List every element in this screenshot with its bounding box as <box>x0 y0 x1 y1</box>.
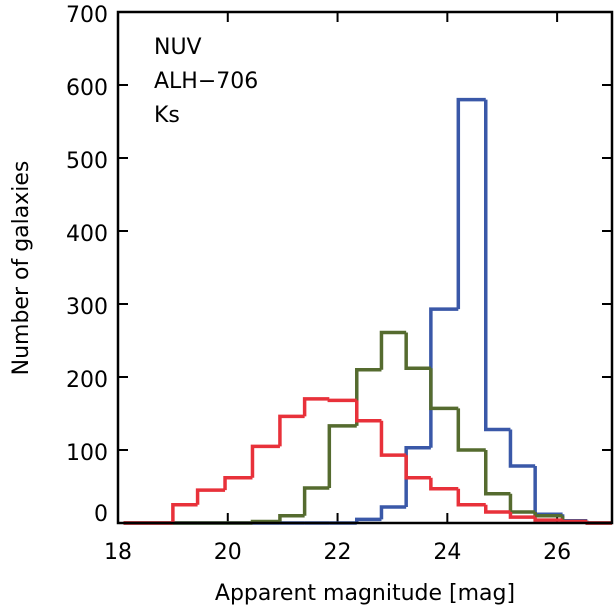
x-tick-label: 20 <box>214 540 242 565</box>
histogram-step <box>404 455 431 480</box>
y-tick-label: 300 <box>66 295 108 320</box>
histogram-step <box>379 330 407 370</box>
histogram-step <box>327 424 357 488</box>
histogram-step <box>533 466 563 516</box>
histogram-step <box>508 429 536 468</box>
histogram-step <box>484 450 511 496</box>
histogram-step <box>508 493 536 514</box>
histogram-step <box>327 398 357 403</box>
y-tick-label: 600 <box>66 76 108 101</box>
histogram-step <box>456 408 486 452</box>
y-tick-label: 700 <box>66 3 108 28</box>
histogram-step <box>302 397 330 417</box>
legend-label: NUV <box>154 35 202 60</box>
histogram-step <box>560 519 588 524</box>
histogram-step <box>302 486 330 516</box>
y-tick-label: 100 <box>66 441 108 466</box>
y-tick-label: 400 <box>66 222 108 247</box>
histogram-step <box>195 488 226 505</box>
y-tick-label: 0 <box>94 502 108 527</box>
histogram-step <box>379 505 407 520</box>
histogram-step <box>429 307 459 448</box>
histogram-step <box>278 513 305 522</box>
histogram-step <box>429 368 459 411</box>
histogram-step <box>484 504 511 514</box>
histogram-step <box>429 477 459 491</box>
histogram-step <box>404 332 431 370</box>
x-axis-title: Apparent magnitude [mag] <box>215 581 515 606</box>
histogram-step <box>533 517 563 522</box>
y-tick-label: 500 <box>66 149 108 174</box>
plot-frame <box>116 10 614 525</box>
legend-label: ALH−706 <box>154 69 258 94</box>
histogram-step <box>379 420 407 457</box>
histogram-step <box>533 512 563 518</box>
x-tick-label: 26 <box>543 540 571 565</box>
histogram-step <box>250 444 280 478</box>
histogram-step <box>404 446 431 507</box>
x-tick-label: 24 <box>433 540 461 565</box>
y-tick-label: 200 <box>66 368 108 393</box>
histogram-step <box>484 99 511 432</box>
histogram-step <box>278 414 305 447</box>
legend-label: Ks <box>154 103 180 128</box>
y-axis-title: Number of galaxies <box>9 161 34 376</box>
histogram-step <box>456 97 486 310</box>
histogram-step <box>355 367 382 426</box>
histogram-step <box>223 475 253 491</box>
histogram-step <box>508 512 536 519</box>
histogram-step <box>456 488 486 507</box>
histogram-step <box>171 503 198 523</box>
histogram-step <box>355 400 382 423</box>
x-tick-label: 22 <box>324 540 352 565</box>
x-tick-label: 18 <box>104 540 132 565</box>
